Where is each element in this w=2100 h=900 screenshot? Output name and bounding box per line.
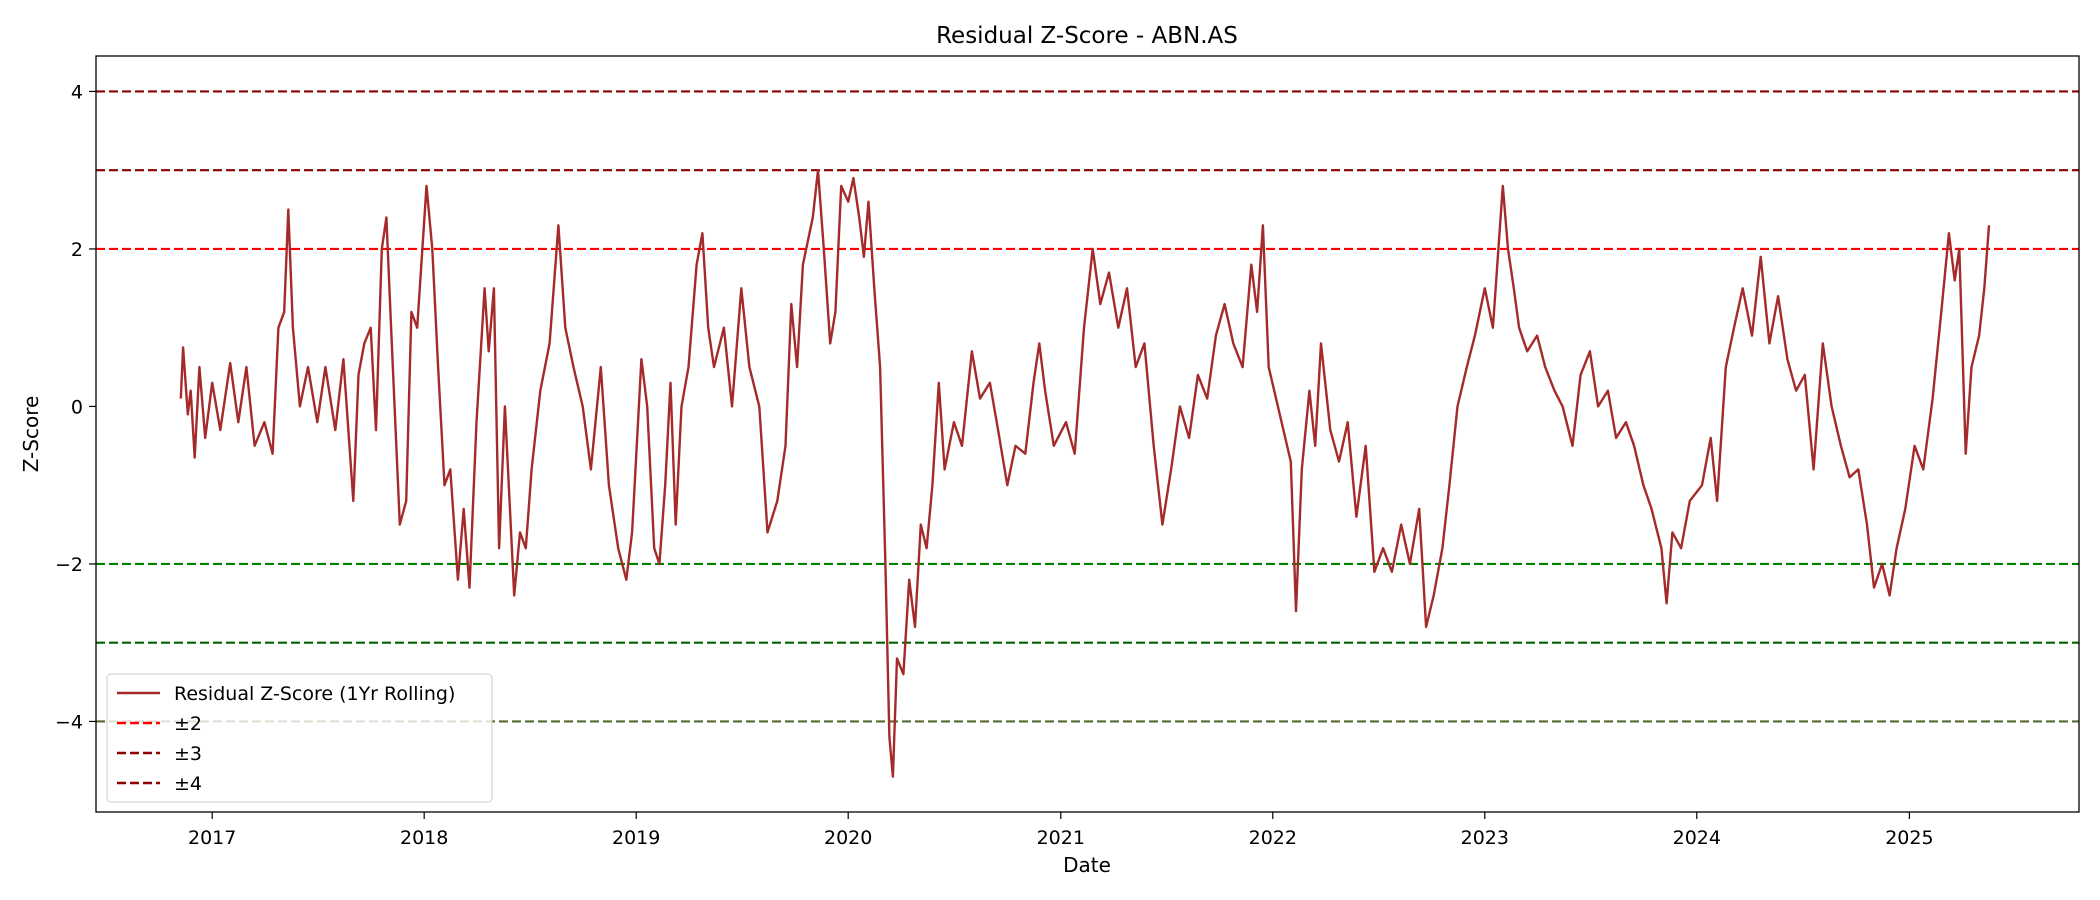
- legend-label: ±2: [174, 713, 202, 735]
- x-tick-label: 2017: [188, 827, 236, 849]
- x-axis-label: Date: [1063, 853, 1111, 877]
- y-tick-label: 4: [71, 81, 83, 103]
- x-axis: 2017 2018 2019 2020 2021 2022 2023 2024 2025: [188, 812, 1934, 849]
- y-tick-label: −4: [55, 711, 83, 733]
- x-tick-label: 2023: [1461, 827, 1509, 849]
- series-layer: [179, 169, 1991, 778]
- plot-frame: [95, 55, 2080, 813]
- legend-box: [106, 673, 493, 803]
- legend-label: ±3: [174, 743, 202, 765]
- chart-title: Residual Z-Score - ABN.AS: [936, 23, 1238, 49]
- x-tick-label: 2025: [1885, 827, 1933, 849]
- y-axis-label: Z-Score: [19, 396, 43, 473]
- legend-label: Residual Z-Score (1Yr Rolling): [174, 683, 455, 705]
- legend-label: ±4: [174, 773, 202, 795]
- y-tick-label: 2: [71, 239, 83, 261]
- x-tick-label: 2019: [612, 827, 660, 849]
- reference-lines: [96, 90, 2079, 723]
- y-axis: 4 2 0 −2 −4: [55, 81, 96, 733]
- y-tick-label: 0: [71, 396, 83, 418]
- series-line: [179, 169, 1991, 778]
- plot-area: [95, 55, 2080, 813]
- x-tick-label: 2022: [1249, 827, 1297, 849]
- legend: Residual Z-Score (1Yr Rolling) ±2 ±3 ±4: [106, 673, 493, 803]
- x-tick-label: 2021: [1037, 827, 1085, 849]
- x-tick-label: 2018: [400, 827, 448, 849]
- y-tick-label: −2: [55, 554, 83, 576]
- x-tick-label: 2020: [824, 827, 872, 849]
- x-tick-label: 2024: [1673, 827, 1721, 849]
